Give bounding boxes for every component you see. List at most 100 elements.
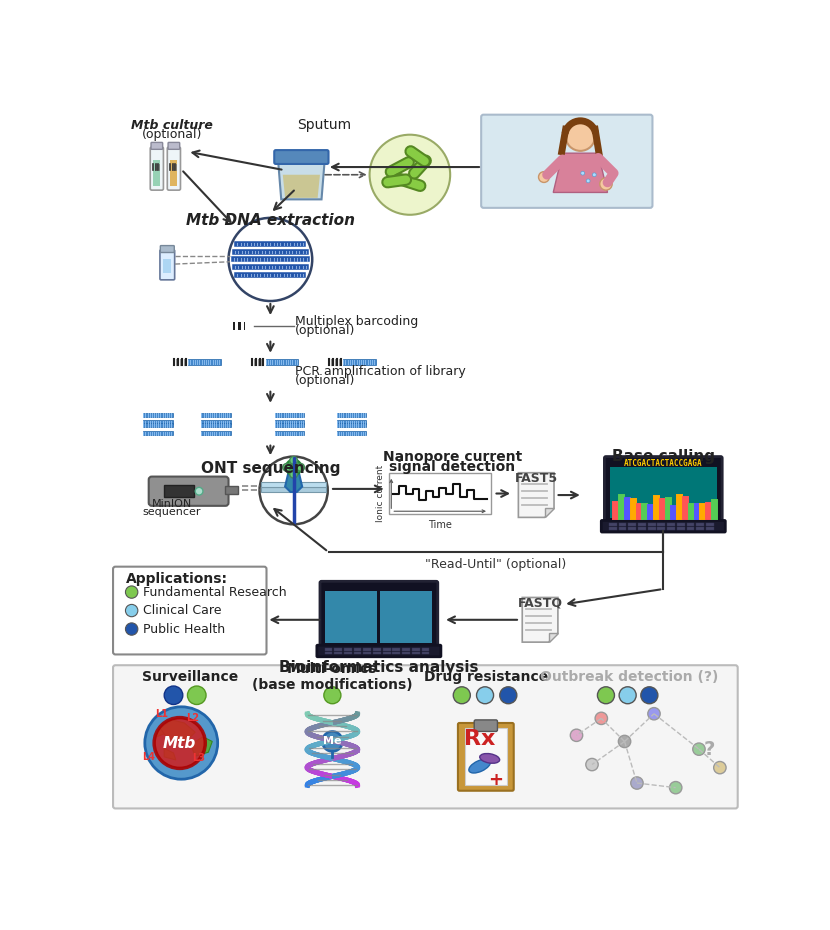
Polygon shape bbox=[283, 175, 320, 198]
Text: Nanopore current: Nanopore current bbox=[383, 449, 522, 463]
Circle shape bbox=[322, 732, 343, 751]
Text: (optional): (optional) bbox=[295, 374, 355, 387]
Text: +: + bbox=[488, 771, 503, 789]
FancyBboxPatch shape bbox=[149, 476, 228, 506]
Circle shape bbox=[618, 736, 631, 748]
Text: Outbreak detection (?): Outbreak detection (?) bbox=[540, 670, 719, 684]
Bar bbox=[275, 420, 305, 424]
Bar bbox=[422, 648, 429, 651]
Text: Time: Time bbox=[428, 520, 452, 530]
Circle shape bbox=[641, 686, 658, 704]
Circle shape bbox=[593, 173, 596, 177]
Text: Base calling: Base calling bbox=[612, 449, 715, 464]
Polygon shape bbox=[159, 720, 195, 741]
Circle shape bbox=[195, 487, 203, 495]
Bar bbox=[383, 652, 390, 655]
Bar bbox=[202, 432, 231, 435]
Bar bbox=[667, 524, 675, 525]
Bar bbox=[706, 524, 714, 525]
Bar bbox=[412, 652, 419, 655]
Bar bbox=[389, 473, 491, 513]
Bar bbox=[266, 359, 298, 365]
Polygon shape bbox=[278, 161, 325, 199]
Bar bbox=[647, 527, 656, 530]
Circle shape bbox=[453, 686, 471, 704]
Bar bbox=[364, 652, 371, 655]
Circle shape bbox=[714, 762, 726, 774]
Bar bbox=[354, 648, 361, 651]
Circle shape bbox=[566, 122, 595, 151]
Bar bbox=[412, 648, 419, 651]
Text: Multi-omics
(base modifications): Multi-omics (base modifications) bbox=[252, 661, 413, 692]
Bar bbox=[393, 648, 400, 651]
Bar bbox=[275, 413, 305, 417]
Bar bbox=[364, 648, 371, 651]
Bar bbox=[618, 524, 627, 525]
Bar bbox=[706, 527, 714, 530]
FancyBboxPatch shape bbox=[317, 645, 441, 657]
Circle shape bbox=[283, 463, 290, 472]
Bar bbox=[610, 467, 717, 518]
FancyBboxPatch shape bbox=[160, 250, 174, 280]
Circle shape bbox=[619, 686, 636, 704]
Bar bbox=[393, 652, 400, 655]
Bar bbox=[170, 160, 178, 186]
Circle shape bbox=[670, 781, 682, 794]
Bar bbox=[164, 259, 171, 273]
Bar bbox=[647, 524, 656, 525]
Circle shape bbox=[188, 686, 206, 705]
Text: (optional): (optional) bbox=[142, 128, 203, 141]
Circle shape bbox=[290, 457, 297, 464]
Bar bbox=[354, 652, 361, 655]
Circle shape bbox=[144, 707, 217, 779]
Text: "Read-Until" (optional): "Read-Until" (optional) bbox=[425, 558, 567, 571]
Bar bbox=[383, 648, 390, 651]
FancyBboxPatch shape bbox=[320, 581, 437, 648]
Bar bbox=[144, 423, 173, 427]
Bar bbox=[237, 322, 238, 329]
Circle shape bbox=[595, 712, 608, 724]
FancyBboxPatch shape bbox=[168, 147, 180, 190]
Bar bbox=[226, 485, 238, 494]
FancyBboxPatch shape bbox=[113, 665, 738, 808]
Circle shape bbox=[286, 459, 301, 475]
Bar bbox=[373, 652, 381, 655]
Bar bbox=[618, 527, 627, 530]
Bar bbox=[337, 432, 367, 435]
Bar bbox=[245, 322, 247, 329]
Polygon shape bbox=[522, 597, 558, 642]
Bar bbox=[676, 524, 685, 525]
Text: L4: L4 bbox=[142, 751, 155, 762]
Bar bbox=[638, 524, 646, 525]
Bar bbox=[275, 423, 305, 427]
Polygon shape bbox=[191, 737, 212, 756]
Text: signal detection: signal detection bbox=[389, 459, 515, 473]
Ellipse shape bbox=[469, 759, 491, 773]
Text: PCR amplification of library: PCR amplification of library bbox=[295, 365, 466, 379]
Circle shape bbox=[154, 718, 205, 768]
Bar bbox=[233, 322, 253, 329]
Circle shape bbox=[260, 457, 328, 525]
Text: L3: L3 bbox=[192, 753, 205, 764]
Text: (optional): (optional) bbox=[295, 324, 355, 337]
Bar bbox=[188, 359, 221, 365]
Polygon shape bbox=[285, 473, 302, 492]
Text: Public Health: Public Health bbox=[143, 622, 225, 635]
Text: Bioinformatics analysis: Bioinformatics analysis bbox=[279, 660, 479, 675]
Text: Clinical Care: Clinical Care bbox=[143, 604, 221, 618]
Bar bbox=[628, 527, 636, 530]
Bar bbox=[202, 420, 231, 424]
Bar bbox=[325, 652, 332, 655]
Bar bbox=[402, 648, 410, 651]
Circle shape bbox=[581, 171, 584, 175]
Bar bbox=[275, 432, 305, 435]
Circle shape bbox=[324, 686, 341, 704]
Circle shape bbox=[539, 172, 549, 182]
Circle shape bbox=[125, 623, 138, 635]
FancyBboxPatch shape bbox=[601, 521, 725, 532]
Circle shape bbox=[586, 179, 590, 183]
Bar bbox=[657, 527, 665, 530]
Bar bbox=[144, 420, 173, 424]
Polygon shape bbox=[156, 727, 164, 737]
Text: ?: ? bbox=[704, 739, 715, 759]
